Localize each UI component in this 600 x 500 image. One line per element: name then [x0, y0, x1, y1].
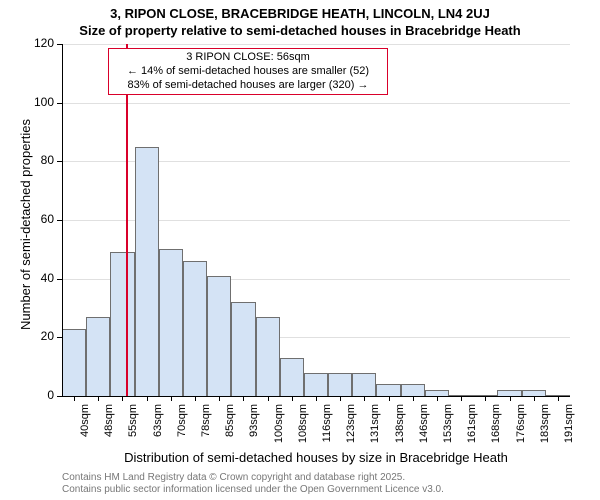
x-tick-label: 176sqm: [515, 404, 527, 454]
x-tick-label: 146sqm: [418, 404, 430, 454]
x-tick-label: 161sqm: [466, 404, 478, 454]
y-tick-label: 0: [24, 388, 54, 402]
histogram-bar: [352, 373, 376, 396]
histogram-bar: [231, 302, 255, 396]
x-tick-label: 100sqm: [273, 404, 285, 454]
x-tick-label: 78sqm: [200, 404, 212, 454]
annotation-line: 3 RIPON CLOSE: 56sqm: [113, 51, 383, 65]
histogram-bar: [256, 317, 280, 396]
x-tick-label: 55sqm: [127, 404, 139, 454]
subject-marker-line: [126, 44, 128, 396]
histogram-bar: [183, 261, 207, 396]
histogram-bar: [304, 373, 328, 396]
x-axis-label: Distribution of semi-detached houses by …: [62, 450, 570, 465]
x-tick-label: 131sqm: [369, 404, 381, 454]
x-tick-label: 85sqm: [224, 404, 236, 454]
x-tick-label: 153sqm: [442, 404, 454, 454]
histogram-bar: [207, 276, 231, 396]
histogram-bar: [401, 384, 425, 396]
histogram-bar: [110, 252, 134, 396]
y-tick-label: 20: [24, 329, 54, 343]
histogram-figure: { "title_line1": "3, RIPON CLOSE, BRACEB…: [0, 0, 600, 500]
credits-line2: Contains public sector information licen…: [62, 484, 444, 496]
y-gridline: [62, 103, 570, 104]
x-tick-label: 70sqm: [176, 404, 188, 454]
x-tick-label: 93sqm: [248, 404, 260, 454]
x-tick-label: 108sqm: [297, 404, 309, 454]
histogram-bar: [328, 373, 352, 396]
credits-line1: Contains HM Land Registry data © Crown c…: [62, 472, 444, 484]
y-axis-label: Number of semi-detached properties: [18, 119, 33, 330]
x-axis: [62, 396, 570, 397]
chart-title-line1: 3, RIPON CLOSE, BRACEBRIDGE HEATH, LINCO…: [0, 6, 600, 21]
histogram-bar: [159, 249, 183, 396]
x-tick-label: 63sqm: [152, 404, 164, 454]
y-tick-label: 120: [24, 36, 54, 50]
x-tick-label: 191sqm: [563, 404, 575, 454]
x-tick-label: 138sqm: [394, 404, 406, 454]
chart-title-line2: Size of property relative to semi-detach…: [0, 23, 600, 38]
credits-text: Contains HM Land Registry data © Crown c…: [62, 472, 444, 496]
histogram-bar: [280, 358, 304, 396]
y-axis: [62, 44, 63, 396]
x-tick-label: 123sqm: [345, 404, 357, 454]
histogram-bar: [376, 384, 400, 396]
annotation-box: 3 RIPON CLOSE: 56sqm← 14% of semi-detach…: [108, 48, 388, 95]
plot-area: 02040608010012040sqm48sqm55sqm63sqm70sqm…: [62, 44, 570, 396]
histogram-bar: [86, 317, 110, 396]
histogram-bar: [62, 329, 86, 396]
x-tick-label: 168sqm: [490, 404, 502, 454]
x-tick-label: 48sqm: [103, 404, 115, 454]
annotation-line: ← 14% of semi-detached houses are smalle…: [113, 65, 383, 79]
x-tick-label: 40sqm: [79, 404, 91, 454]
y-tick-label: 100: [24, 95, 54, 109]
annotation-line: 83% of semi-detached houses are larger (…: [113, 79, 383, 93]
histogram-bar: [135, 147, 159, 396]
x-tick-label: 183sqm: [539, 404, 551, 454]
y-gridline: [62, 44, 570, 45]
x-tick-label: 116sqm: [321, 404, 333, 454]
